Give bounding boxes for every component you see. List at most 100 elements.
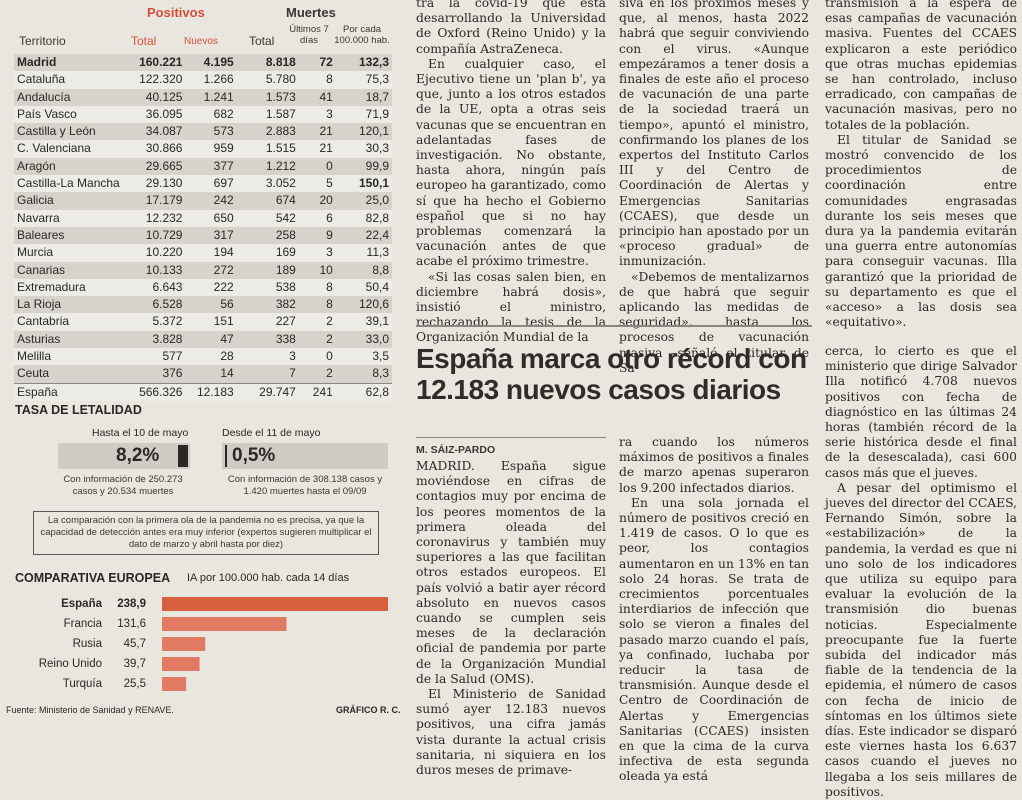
- row-ultimos: 8: [298, 71, 336, 89]
- letalidad-left-bar: [178, 445, 188, 467]
- row-muertes: 3: [236, 348, 299, 366]
- row-total: 29.130: [122, 175, 186, 193]
- row-muertes: 5.780: [236, 71, 299, 89]
- top-col-1: tra la covid-19 que está desarrollando l…: [416, 0, 606, 346]
- row-territorio: Murcia: [14, 244, 123, 262]
- row-muertes: 8.818: [236, 54, 299, 72]
- row-territorio: Madrid: [14, 54, 123, 72]
- row-muertes: 674: [236, 192, 299, 210]
- row-tasa: 75,3: [335, 71, 392, 89]
- row-ultimos: 8: [298, 296, 336, 314]
- paragraph: «Si las cosas salen bien, en diciembre h…: [416, 269, 606, 345]
- row-nuevos: 47: [185, 330, 237, 349]
- col-ultimos: Últimos 7 días: [289, 24, 329, 46]
- table-row: País Vasco 36.095 682 1.587 3 71,9: [14, 105, 392, 124]
- row-tasa: 62,8: [335, 382, 392, 401]
- table-row: Extremadura 6.643 222 538 8 50,4: [14, 278, 392, 297]
- row-nuevos: 377: [185, 157, 237, 176]
- row-nuevos: 151: [185, 313, 237, 331]
- row-ultimos: 3: [298, 244, 336, 262]
- bar-chart-svg: España 238,9 Francia 131,6 Rusia 45,7 Reino Un…: [39, 597, 388, 691]
- letalidad-right-box: 0,5%: [222, 443, 388, 469]
- table-row: Navarra 12.232 650 542 6 82,8: [14, 209, 392, 227]
- row-tasa: 33,0: [335, 330, 392, 349]
- row-tasa: 8,3: [335, 365, 392, 384]
- row-total: 122.320: [122, 71, 186, 89]
- row-nuevos: 959: [185, 140, 237, 158]
- row-total: 160.221: [122, 54, 186, 72]
- row-territorio: Castilla-La Mancha: [14, 175, 123, 193]
- letalidad-right-label: Desde el 11 de mayo: [222, 427, 321, 439]
- row-nuevos: 650: [185, 209, 237, 227]
- main-col-1: MADRID. España sigue moviéndose en cifra…: [416, 459, 606, 778]
- row-total: 10.729: [122, 226, 186, 245]
- paragraph: El titular de Sanidad se mostró convenci…: [825, 132, 1017, 330]
- row-total: 6.643: [122, 278, 186, 297]
- row-territorio: Melilla: [14, 348, 123, 366]
- letalidad-right-note: Con información de 308.138 casos y 1.420…: [227, 474, 383, 497]
- row-tasa: 82,8: [335, 209, 392, 227]
- paragraph: tra la covid-19 que está desarrollando l…: [416, 0, 606, 56]
- letalidad-left-label: Hasta el 10 de mayo: [92, 427, 189, 439]
- row-total: 566.326: [122, 382, 186, 401]
- row-tasa: 71,9: [335, 105, 392, 124]
- row-muertes: 7: [236, 365, 299, 384]
- comparativa-title: COMPARATIVA EUROPEA: [15, 571, 171, 585]
- main-col-2: ra cuando los números máximos de positiv…: [619, 435, 809, 785]
- letalidad-left-note: Con información de 250.273 casos y 20.53…: [63, 474, 183, 497]
- paragraph: A pesar del optimismo el jueves del dire…: [825, 480, 1017, 799]
- row-ultimos: 10: [298, 261, 336, 279]
- row-nuevos: 194: [185, 244, 237, 262]
- table-row: Baleares 10.729 317 258 9 22,4: [14, 226, 392, 245]
- table-row: Aragón 29.665 377 1.212 0 99,9: [14, 157, 392, 176]
- row-total: 34.087: [122, 123, 186, 141]
- category-label: España: [61, 598, 103, 610]
- row-tasa: 22,4: [335, 226, 392, 245]
- comparativa-subtitle: IA por 100.000 hab. cada 14 días: [187, 572, 350, 584]
- row-territorio: Asturias: [14, 330, 123, 349]
- bar: [162, 597, 388, 611]
- row-tasa: 25,0: [335, 192, 392, 210]
- table-row: Madrid 160.221 4.195 8.818 72 132,3: [14, 54, 392, 72]
- category-label: Rusia: [73, 638, 103, 650]
- col-total-positivos: Total: [131, 34, 157, 48]
- row-ultimos: 5: [298, 175, 336, 193]
- row-tasa: 120,1: [335, 123, 392, 141]
- row-muertes: 2.883: [236, 123, 299, 141]
- byline-rule: [416, 437, 606, 438]
- row-total: 5.372: [122, 313, 186, 331]
- value-label: 131,6: [117, 618, 146, 630]
- row-ultimos: 2: [298, 313, 336, 331]
- regions-table: Madrid 160.221 4.195 8.818 72 132,3 Cataluña 12…: [14, 54, 392, 401]
- row-territorio: Extremadura: [14, 278, 123, 297]
- row-territorio: País Vasco: [14, 105, 123, 124]
- table-row: Murcia 10.220 194 169 3 11,3: [14, 244, 392, 262]
- row-total: 17.179: [122, 192, 186, 210]
- comparativa-chart: España 238,9 Francia 131,6 Rusia 45,7 Reino Un…: [14, 592, 394, 696]
- row-muertes: 1.212: [236, 157, 299, 176]
- row-territorio: C. Valenciana: [14, 140, 123, 158]
- row-nuevos: 28: [185, 348, 237, 366]
- row-ultimos: 241: [298, 382, 336, 401]
- row-ultimos: 0: [298, 157, 336, 176]
- row-tasa: 18,7: [335, 88, 392, 106]
- row-territorio: Andalucía: [14, 88, 123, 106]
- section-rule: [416, 325, 812, 327]
- row-tasa: 39,1: [335, 313, 392, 331]
- fuente-credit: Fuente: Ministerio de Sanidad y RENAVE.: [6, 705, 174, 715]
- row-nuevos: 272: [185, 261, 237, 279]
- paragraph: cerca, lo cierto es que el ministerio qu…: [825, 344, 1017, 480]
- letalidad-right-value: 0,5%: [232, 445, 276, 466]
- row-tasa: 120,6: [335, 296, 392, 314]
- row-nuevos: 682: [185, 105, 237, 124]
- table-row: Canarias 10.133 272 189 10 8,8: [14, 261, 392, 279]
- row-tasa: 150,1: [335, 175, 392, 193]
- row-ultimos: 41: [298, 88, 336, 106]
- col-por-cada: Por cada 100.000 hab.: [334, 24, 390, 46]
- bar: [162, 677, 187, 691]
- row-territorio: Baleares: [14, 226, 123, 245]
- row-territorio: Cataluña: [14, 71, 123, 89]
- row-nuevos: 4.195: [185, 54, 237, 72]
- row-muertes: 1.587: [236, 105, 299, 124]
- row-ultimos: 72: [298, 54, 336, 72]
